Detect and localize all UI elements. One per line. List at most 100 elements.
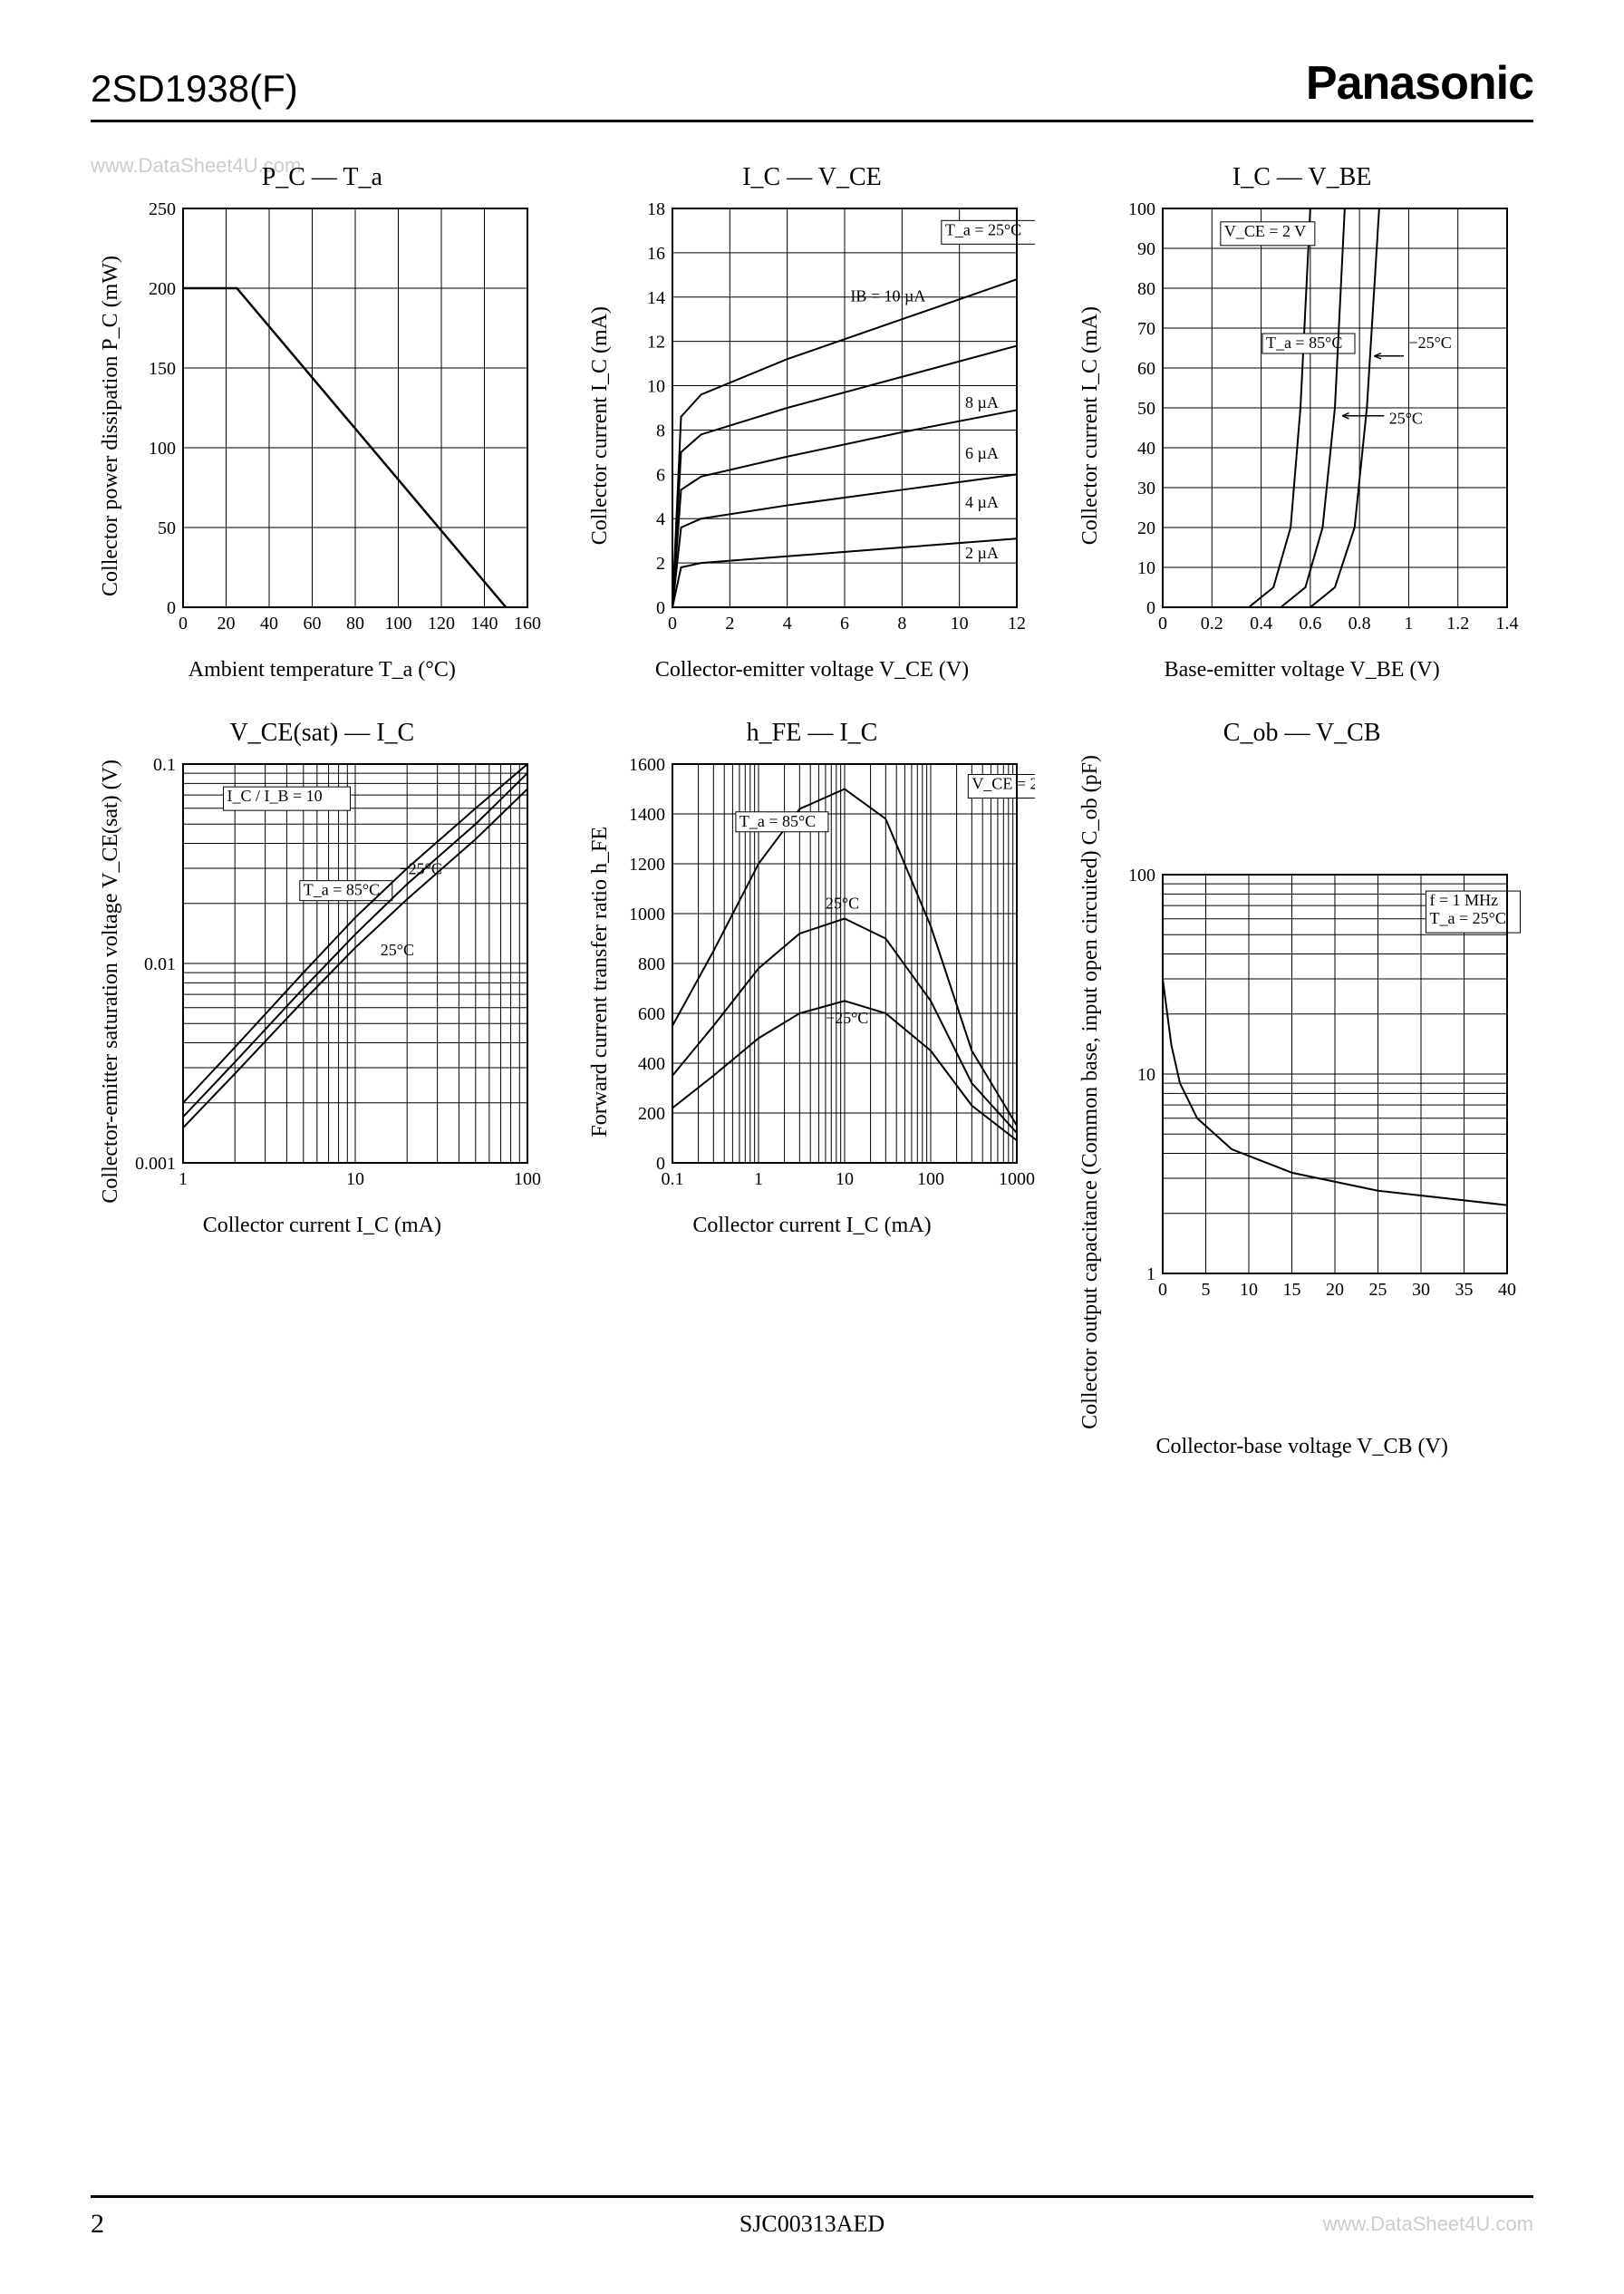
svg-text:6: 6 (840, 614, 849, 634)
svg-text:6 µA: 6 µA (965, 444, 999, 462)
chart-body: Forward current transfer ratio h_FE0.111… (588, 755, 1035, 1208)
svg-text:0.01: 0.01 (144, 954, 176, 974)
svg-text:40: 40 (260, 614, 278, 634)
svg-text:25°C: 25°C (1389, 410, 1423, 428)
chart-hfe_ic: h_FE — I_CForward current transfer ratio… (581, 719, 1044, 1459)
chart-ic_vbe: I_C — V_BECollector current I_C (mA)00.2… (1070, 163, 1533, 682)
svg-text:50: 50 (1137, 399, 1155, 419)
svg-text:10: 10 (836, 1169, 854, 1189)
svg-text:8: 8 (898, 614, 907, 634)
svg-text:0: 0 (167, 598, 176, 618)
svg-text:0: 0 (1158, 1280, 1167, 1300)
svg-text:200: 200 (638, 1104, 665, 1124)
svg-text:25°C: 25°C (381, 941, 414, 959)
part-number: 2SD1938(F) (91, 67, 298, 111)
svg-text:16: 16 (647, 244, 665, 264)
plot-area: 1101000.0010.010.1T_a = 85°C25°C−25°CI_C… (129, 755, 546, 1208)
svg-text:35: 35 (1455, 1280, 1474, 1300)
chart-title: C_ob — V_CB (1223, 719, 1381, 748)
chart-title: P_C — T_a (262, 163, 382, 192)
chart-body: Collector output capacitance (Common bas… (1078, 755, 1525, 1429)
svg-text:50: 50 (158, 518, 176, 538)
svg-text:0.2: 0.2 (1201, 614, 1223, 634)
chart-body: Collector current I_C (mA)02468101202468… (588, 199, 1035, 653)
svg-text:1200: 1200 (629, 855, 665, 875)
svg-text:15: 15 (1283, 1280, 1301, 1300)
x-axis-label: Collector current I_C (mA) (692, 1214, 931, 1238)
svg-text:10: 10 (346, 1169, 364, 1189)
svg-text:0: 0 (1146, 598, 1155, 618)
svg-text:1: 1 (1405, 614, 1414, 634)
page-footer: 2 SJC00313AED www.DataSheet4U.com (91, 2195, 1533, 2240)
svg-text:100: 100 (1128, 866, 1155, 886)
svg-text:10: 10 (1240, 1280, 1258, 1300)
svg-text:25°C: 25°C (826, 895, 859, 913)
y-axis-label: Collector output capacitance (Common bas… (1078, 755, 1103, 1429)
svg-text:T_a = 85°C: T_a = 85°C (740, 812, 816, 830)
svg-text:T_a = 85°C: T_a = 85°C (304, 881, 380, 899)
svg-text:I_C / I_B = 10: I_C / I_B = 10 (227, 787, 322, 805)
svg-text:30: 30 (1137, 479, 1155, 498)
svg-text:T_a = 25°C: T_a = 25°C (945, 220, 1021, 238)
svg-text:40: 40 (1498, 1280, 1516, 1300)
svg-text:1.2: 1.2 (1446, 614, 1469, 634)
svg-text:4 µA: 4 µA (965, 493, 999, 511)
svg-text:2: 2 (726, 614, 735, 634)
chart-body: Collector-emitter saturation voltage V_C… (99, 755, 546, 1208)
svg-text:20: 20 (1137, 518, 1155, 538)
svg-text:4: 4 (656, 509, 665, 529)
plot-area: 0510152025303540110100f = 1 MHzT_a = 25°… (1108, 866, 1525, 1319)
svg-text:25: 25 (1369, 1280, 1387, 1300)
svg-text:1: 1 (1146, 1264, 1155, 1284)
svg-text:18: 18 (647, 199, 665, 219)
plot-area: 0246810120246810121416182 µA4 µA6 µA8 µA… (618, 199, 1035, 653)
svg-text:10: 10 (647, 377, 665, 397)
svg-text:V_CE = 2 V: V_CE = 2 V (972, 775, 1036, 793)
svg-text:60: 60 (1137, 359, 1155, 379)
svg-text:250: 250 (149, 199, 176, 219)
svg-text:80: 80 (1137, 279, 1155, 299)
svg-text:4: 4 (783, 614, 792, 634)
svg-text:−25°C: −25°C (399, 860, 441, 878)
svg-text:14: 14 (647, 288, 665, 308)
chart-body: Collector current I_C (mA)00.20.40.60.81… (1078, 199, 1525, 653)
svg-text:0: 0 (179, 614, 188, 634)
svg-text:1400: 1400 (629, 805, 665, 825)
charts-grid: P_C — T_aCollector power dissipation P_C… (91, 163, 1533, 1459)
svg-text:0.4: 0.4 (1250, 614, 1272, 634)
svg-text:f = 1 MHz: f = 1 MHz (1430, 891, 1499, 909)
brand-logo: Panasonic (1306, 56, 1533, 111)
svg-text:5: 5 (1202, 1280, 1211, 1300)
chart-title: I_C — V_BE (1232, 163, 1372, 192)
page-header: 2SD1938(F) Panasonic (91, 56, 1533, 122)
svg-text:60: 60 (303, 614, 321, 634)
svg-text:2 µA: 2 µA (965, 544, 999, 562)
y-axis-label: Collector-emitter saturation voltage V_C… (99, 760, 123, 1204)
svg-text:−25°C: −25°C (826, 1009, 868, 1027)
svg-text:160: 160 (514, 614, 541, 634)
svg-text:20: 20 (1326, 1280, 1344, 1300)
svg-text:V_CE = 2 V: V_CE = 2 V (1224, 222, 1306, 240)
svg-text:1000: 1000 (629, 905, 665, 924)
svg-text:T_a = 85°C: T_a = 85°C (1266, 334, 1342, 352)
svg-text:1600: 1600 (629, 755, 665, 775)
datasheet-page: 2SD1938(F) Panasonic www.DataSheet4U.com… (0, 0, 1624, 2294)
svg-text:100: 100 (917, 1169, 944, 1189)
svg-text:100: 100 (384, 614, 411, 634)
svg-text:1.4: 1.4 (1496, 614, 1519, 634)
svg-text:1: 1 (754, 1169, 763, 1189)
page-number: 2 (91, 2209, 104, 2240)
document-id: SJC00313AED (740, 2211, 884, 2238)
svg-text:8: 8 (656, 421, 665, 440)
svg-text:30: 30 (1412, 1280, 1430, 1300)
x-axis-label: Collector current I_C (mA) (203, 1214, 441, 1238)
svg-text:70: 70 (1137, 319, 1155, 339)
svg-text:0: 0 (656, 598, 665, 618)
svg-text:12: 12 (1008, 614, 1026, 634)
svg-text:IB = 10 µA: IB = 10 µA (851, 287, 926, 305)
svg-text:T_a = 25°C: T_a = 25°C (1430, 909, 1506, 927)
svg-text:80: 80 (346, 614, 364, 634)
chart-ic_vce: I_C — V_CECollector current I_C (mA)0246… (581, 163, 1044, 682)
x-axis-label: Collector-base voltage V_CB (V) (1155, 1435, 1447, 1459)
svg-text:10: 10 (951, 614, 969, 634)
